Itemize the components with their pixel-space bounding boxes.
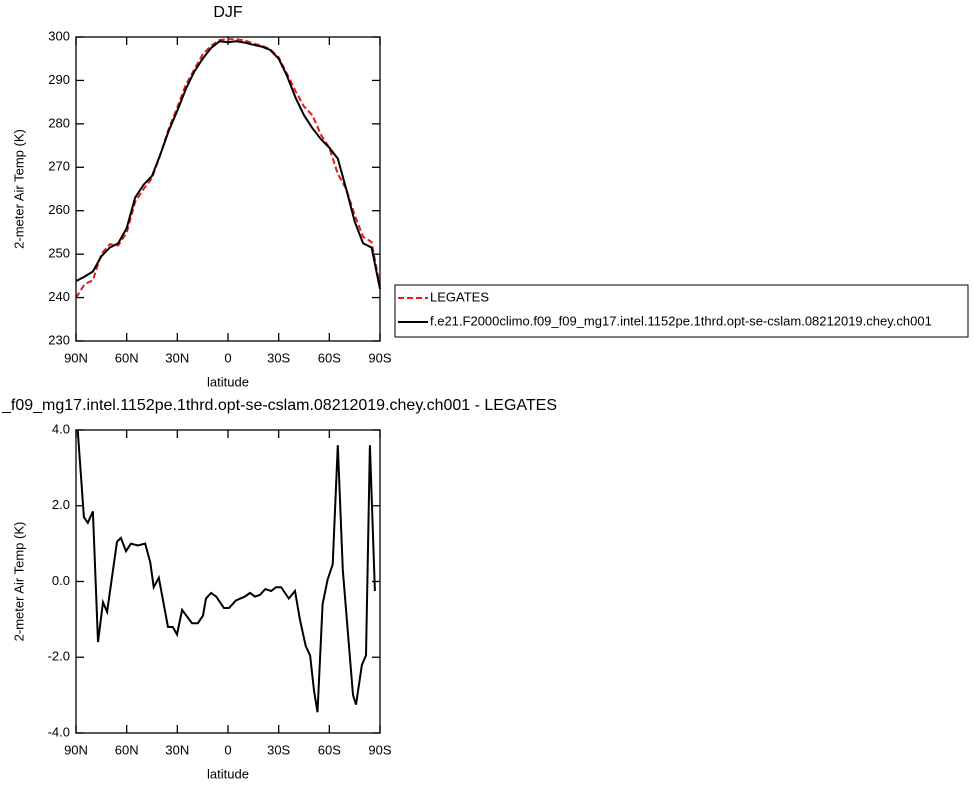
x-tick-label: 90N [64,742,88,757]
y-tick-label: 290 [48,72,70,87]
y-tick-label: -4.0 [48,724,70,739]
legend-label: f.e21.F2000climo.f09_f09_mg17.intel.1152… [430,313,932,328]
plot-frame [75,429,381,734]
data-line [76,429,376,713]
x-tick-label: 0 [224,350,231,365]
x-tick-label: 90N [64,350,88,365]
x-tick-label: 60N [115,742,139,757]
data-line [75,38,381,299]
x-tick-label: 30N [165,350,189,365]
y-tick-label: 300 [48,28,70,43]
plot-frame [75,36,381,342]
x-axis-label: latitude [207,374,249,389]
legend-box [394,284,969,338]
data-line [75,40,381,290]
chart-title: _f09_mg17.intel.1152pe.1thrd.opt-se-csla… [1,397,557,414]
x-tick-label: 30S [267,742,290,757]
y-tick-label: 280 [48,115,70,130]
x-tick-label: 60N [115,350,139,365]
y-tick-label: -2.0 [48,649,70,664]
x-tick-label: 60S [318,742,341,757]
chart-title: DJF [213,4,243,21]
x-tick-label: 60S [318,350,341,365]
x-tick-label: 90S [368,742,391,757]
x-tick-label: 90S [368,350,391,365]
y-tick-label: 2.0 [52,497,70,512]
y-axis-label: 2-meter Air Temp (K) [11,129,26,249]
x-axis-label: latitude [207,766,249,781]
y-axis-label: 2-meter Air Temp (K) [11,522,26,642]
x-tick-label: 30N [165,742,189,757]
y-tick-label: 0.0 [52,573,70,588]
y-tick-label: 240 [48,289,70,304]
y-tick-label: 260 [48,202,70,217]
legend-label: LEGATES [430,289,489,304]
x-tick-label: 30S [267,350,290,365]
y-tick-label: 4.0 [52,421,70,436]
x-tick-label: 0 [224,742,231,757]
y-tick-label: 250 [48,246,70,261]
y-tick-label: 270 [48,159,70,174]
y-tick-label: 230 [48,332,70,347]
